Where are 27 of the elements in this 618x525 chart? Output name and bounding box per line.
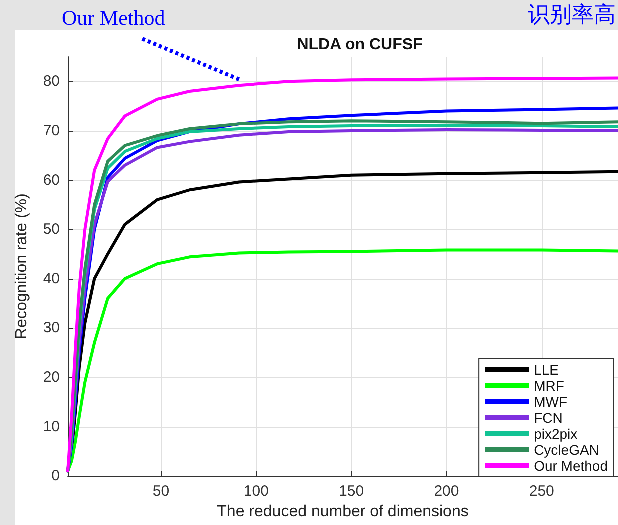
x-tick-label: 250	[529, 483, 554, 500]
legend-label: CycleGAN	[534, 442, 600, 458]
legend-label: Our Method	[534, 458, 608, 474]
y-tick-label: 80	[43, 73, 60, 90]
legend-label: FCN	[534, 410, 563, 426]
line-series	[66, 248, 618, 473]
x-axis-title: The reduced number of dimensions	[217, 504, 469, 520]
chart-title: NLDA on CUFSF	[297, 36, 424, 54]
y-axis-title: Recognition rate (%)	[14, 194, 30, 340]
legend-label: MRF	[534, 378, 564, 394]
x-tick-label: 200	[434, 483, 460, 500]
annotation: Our Method	[62, 6, 166, 31]
y-tick-label: 0	[52, 468, 60, 485]
y-tick-label: 40	[43, 270, 60, 288]
legend-label: LLE	[534, 362, 559, 378]
legend-label: MWF	[534, 394, 568, 410]
y-tick-label: 20	[43, 368, 60, 386]
x-tick-label: 100	[244, 483, 269, 500]
x-tick-label: 150	[339, 483, 364, 500]
y-tick-label: 50	[43, 221, 60, 238]
y-tick-label: 60	[43, 172, 60, 189]
y-tick-label: 30	[43, 320, 60, 337]
legend-label: pix2pix	[534, 426, 578, 442]
y-tick-label: 70	[43, 122, 60, 140]
x-tick-label: 50	[152, 483, 170, 500]
text: 识别率高	[528, 2, 616, 30]
y-tick-label: 10	[43, 418, 60, 436]
